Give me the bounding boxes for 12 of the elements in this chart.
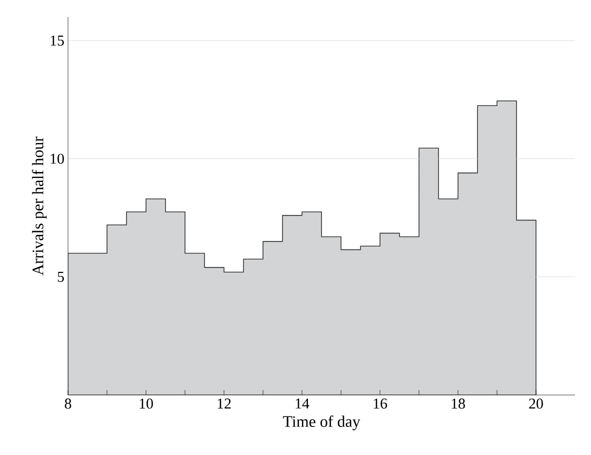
- y-tick-label: 15: [50, 36, 64, 46]
- x-tick-label: 16: [374, 398, 388, 409]
- x-tick-label: 20: [529, 398, 543, 409]
- x-tick-label: 12: [218, 398, 231, 408]
- x-axis-title: Time of day: [282, 416, 360, 430]
- x-tick-label: 14: [296, 398, 310, 408]
- x-tick-label: 18: [452, 398, 465, 409]
- y-axis-title: Arrivals per half hour: [32, 136, 47, 276]
- y-tick-label: 10: [50, 154, 64, 164]
- x-tick-label: 10: [140, 398, 153, 409]
- x-tick-label: 8: [64, 398, 72, 409]
- y-tick-label: 5: [58, 272, 64, 282]
